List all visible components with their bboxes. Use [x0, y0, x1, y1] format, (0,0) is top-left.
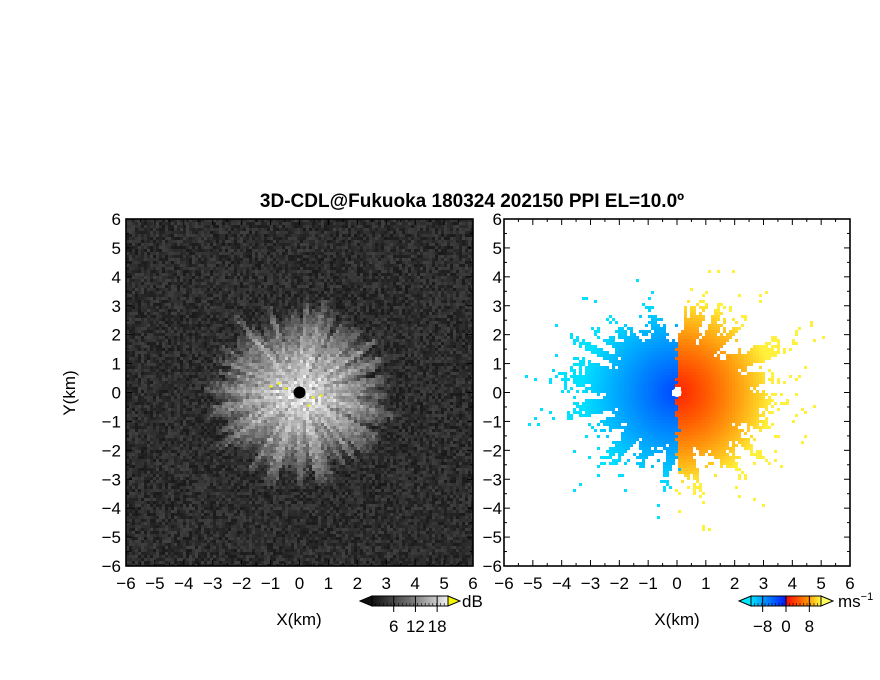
- reflectivity-y-tick-label: 5: [112, 239, 121, 258]
- reflectivity-y-tick-label: 2: [112, 326, 121, 345]
- velocity-y-tick-label: −1: [483, 412, 502, 431]
- velocity-x-tick-label: −3: [581, 574, 600, 593]
- velocity-colorbar-ticks: −8 0 8: [750, 596, 822, 636]
- reflectivity-x-tick-label: −1: [261, 574, 280, 593]
- velocity-x-tick-label: 3: [759, 574, 768, 593]
- velocity-x-tick-label: 5: [816, 574, 825, 593]
- reflectivity-tick-marks: [125, 218, 474, 567]
- reflectivity-x-tick-label: 2: [353, 574, 362, 593]
- velocity-y-tick-label: 2: [493, 326, 502, 345]
- velocity-x-tick-label: 2: [730, 574, 739, 593]
- reflectivity-y-tick-label: 4: [112, 268, 121, 287]
- velocity-echo-field: [525, 270, 825, 531]
- reflectivity-x-tick-label: 5: [439, 574, 448, 593]
- reflectivity-x-tick-label: −5: [145, 574, 164, 593]
- velocity-x-tick-label: 0: [672, 574, 681, 593]
- reflectivity-y-tick-label: −5: [102, 528, 121, 547]
- velocity-y-tick-label: −4: [483, 499, 502, 518]
- reflectivity-y-axis-label: Y(km): [60, 370, 79, 415]
- reflectivity-panel: −6 −5 −4 −3 −2 −1 0 1 2 3 4 5 6 −6−5−4−3−2−10123456 …: [60, 210, 483, 636]
- reflectivity-y-tick-label: 1: [112, 355, 121, 374]
- velocity-y-tick-label: −2: [483, 441, 502, 460]
- reflectivity-colorbar-tick-label: 12: [406, 617, 425, 636]
- reflectivity-y-tick-label: 6: [112, 210, 121, 229]
- velocity-y-tick-label: 1: [493, 355, 502, 374]
- reflectivity-x-tick-label: −2: [232, 574, 251, 593]
- velocity-x-tick-label: 6: [845, 574, 854, 593]
- velocity-x-tick-label: −4: [552, 574, 571, 593]
- reflectivity-y-tick-label: −3: [102, 470, 121, 489]
- velocity-y-tick-label: −6: [483, 557, 502, 576]
- velocity-y-tick-label: 3: [493, 297, 502, 316]
- reflectivity-y-tick-label: −4: [102, 499, 121, 518]
- velocity-colorbar-over: [820, 595, 835, 607]
- reflectivity-y-tick-label: −2: [102, 441, 121, 460]
- reflectivity-x-tick-label: 1: [324, 574, 333, 593]
- velocity-x-tick-label: −2: [610, 574, 629, 593]
- reflectivity-x-tick-label: 3: [382, 574, 391, 593]
- velocity-x-tick-labels: −6 −5 −4 −3 −2 −1 0 1 2 3 4 5 6: [494, 574, 854, 593]
- velocity-colorbar: −8 0 8 ms−1: [737, 591, 873, 636]
- reflectivity-colorbar-under: [358, 595, 373, 607]
- reflectivity-colorbar-tick-label: 18: [428, 617, 447, 636]
- reflectivity-colorbar: 6 12 18 dB: [358, 592, 483, 636]
- velocity-x-tick-label: 4: [788, 574, 797, 593]
- reflectivity-echo-field: [126, 219, 473, 566]
- reflectivity-x-tick-label: −4: [174, 574, 193, 593]
- reflectivity-x-tick-label: 0: [295, 574, 304, 593]
- reflectivity-colorbar-over: [447, 595, 462, 607]
- velocity-x-tick-label: −5: [523, 574, 542, 593]
- velocity-y-tick-label: 5: [493, 239, 502, 258]
- velocity-x-axis-label: X(km): [654, 610, 699, 629]
- velocity-colorbar-unit: ms−1: [838, 591, 873, 611]
- velocity-colorbar-tick-label: 0: [781, 617, 790, 636]
- reflectivity-y-tick-label: −6: [102, 557, 121, 576]
- reflectivity-y-tick-label: 3: [112, 297, 121, 316]
- reflectivity-colorbar-ticks: 6 12 18: [371, 596, 449, 636]
- reflectivity-colorbar-tick-label: 6: [389, 617, 398, 636]
- velocity-y-tick-label: 4: [493, 268, 502, 287]
- velocity-x-tick-label: −1: [638, 574, 657, 593]
- reflectivity-x-axis-label: X(km): [276, 610, 321, 629]
- velocity-colorbar-unit-exponent: −1: [861, 591, 874, 603]
- velocity-colorbar-under: [737, 595, 752, 607]
- reflectivity-y-tick-label: 0: [112, 384, 121, 403]
- velocity-y-tick-label: −3: [483, 470, 502, 489]
- reflectivity-x-tick-label: −6: [116, 574, 135, 593]
- reflectivity-x-tick-label: 6: [468, 574, 477, 593]
- velocity-y-tick-label: 6: [493, 210, 502, 229]
- reflectivity-y-tick-labels: −6 −5 −4 −3 −2 −1 0 1 2 3 4 5 6: [102, 210, 121, 576]
- velocity-tick-marks: −6 −5 −4 −3 −2 −1 0 1 2 3 4 5 6: [483, 210, 851, 576]
- velocity-y-tick-label: 0: [493, 384, 502, 403]
- velocity-colorbar-unit-base: ms: [838, 592, 861, 611]
- velocity-y-tick-label: −5: [483, 528, 502, 547]
- reflectivity-x-tick-label: −3: [203, 574, 222, 593]
- velocity-colorbar-tick-label: 8: [805, 617, 814, 636]
- velocity-x-tick-label: 1: [701, 574, 710, 593]
- reflectivity-colorbar-unit: dB: [462, 592, 483, 611]
- figure-title: 3D-CDL@Fukuoka 180324 202150 PPI EL=10.0…: [260, 191, 684, 212]
- reflectivity-x-tick-labels: −6 −5 −4 −3 −2 −1 0 1 2 3 4 5 6: [116, 574, 477, 593]
- velocity-x-tick-label: −6: [494, 574, 513, 593]
- reflectivity-y-tick-label: −1: [102, 412, 121, 431]
- velocity-colorbar-tick-label: −8: [753, 617, 772, 636]
- reflectivity-x-tick-label: 4: [410, 574, 419, 593]
